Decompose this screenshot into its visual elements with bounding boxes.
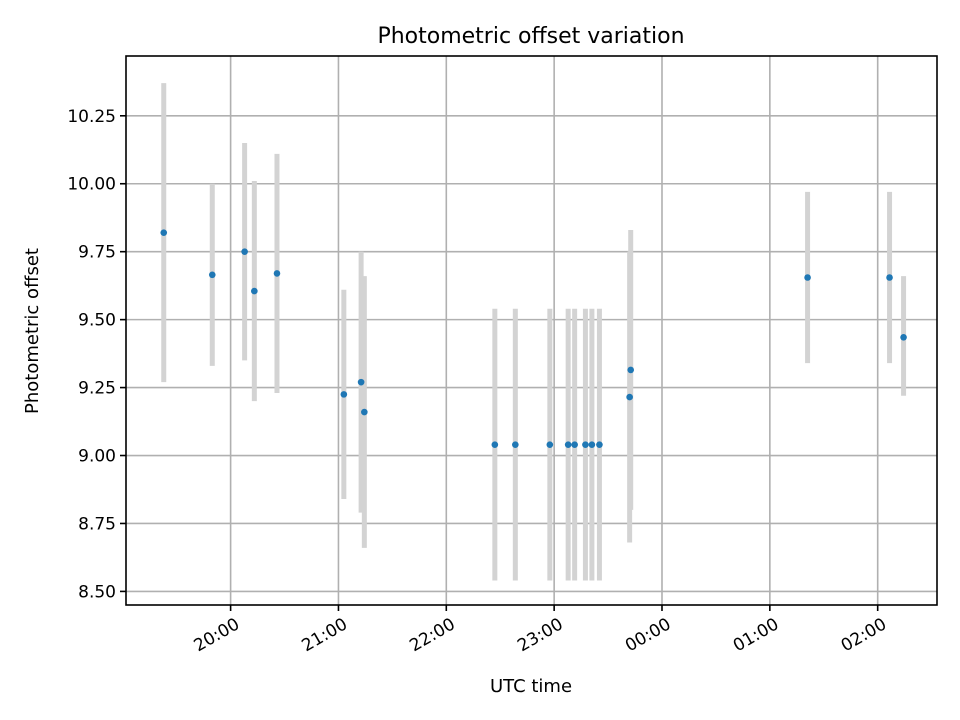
y-tick-label: 8.75	[78, 514, 116, 534]
plot-background	[126, 56, 937, 605]
data-point	[804, 274, 811, 281]
data-point	[596, 441, 603, 448]
y-tick-label: 10.25	[67, 107, 116, 127]
data-point	[208, 271, 216, 279]
data-point	[357, 378, 365, 386]
y-tick-label: 9.00	[78, 447, 116, 467]
data-point	[361, 408, 368, 416]
y-tick-label: 9.25	[78, 379, 116, 399]
data-point	[571, 441, 578, 448]
data-point	[627, 366, 635, 374]
y-tick-label: 10.00	[67, 175, 116, 195]
x-axis-label: UTC time	[490, 676, 572, 697]
data-point	[512, 441, 519, 448]
data-point	[251, 287, 258, 295]
data-point	[626, 393, 633, 401]
grid	[126, 56, 937, 605]
data-point	[564, 441, 572, 448]
data-point	[546, 441, 554, 448]
data-points	[160, 229, 907, 448]
y-tick-label: 8.50	[78, 582, 116, 602]
data-point	[900, 333, 907, 341]
plot-frame	[125, 55, 938, 606]
y-axis-label: Photometric offset	[22, 248, 43, 414]
data-point	[582, 441, 589, 448]
data-point	[491, 441, 499, 448]
data-point	[160, 229, 168, 236]
data-point	[340, 391, 348, 398]
data-point	[588, 441, 596, 448]
chart-title: Photometric offset variation	[377, 24, 684, 49]
y-tick-label: 9.50	[78, 311, 116, 331]
data-point	[273, 270, 281, 277]
data-point	[241, 248, 248, 255]
data-point	[886, 274, 893, 281]
y-tick-label: 9.75	[78, 243, 116, 263]
